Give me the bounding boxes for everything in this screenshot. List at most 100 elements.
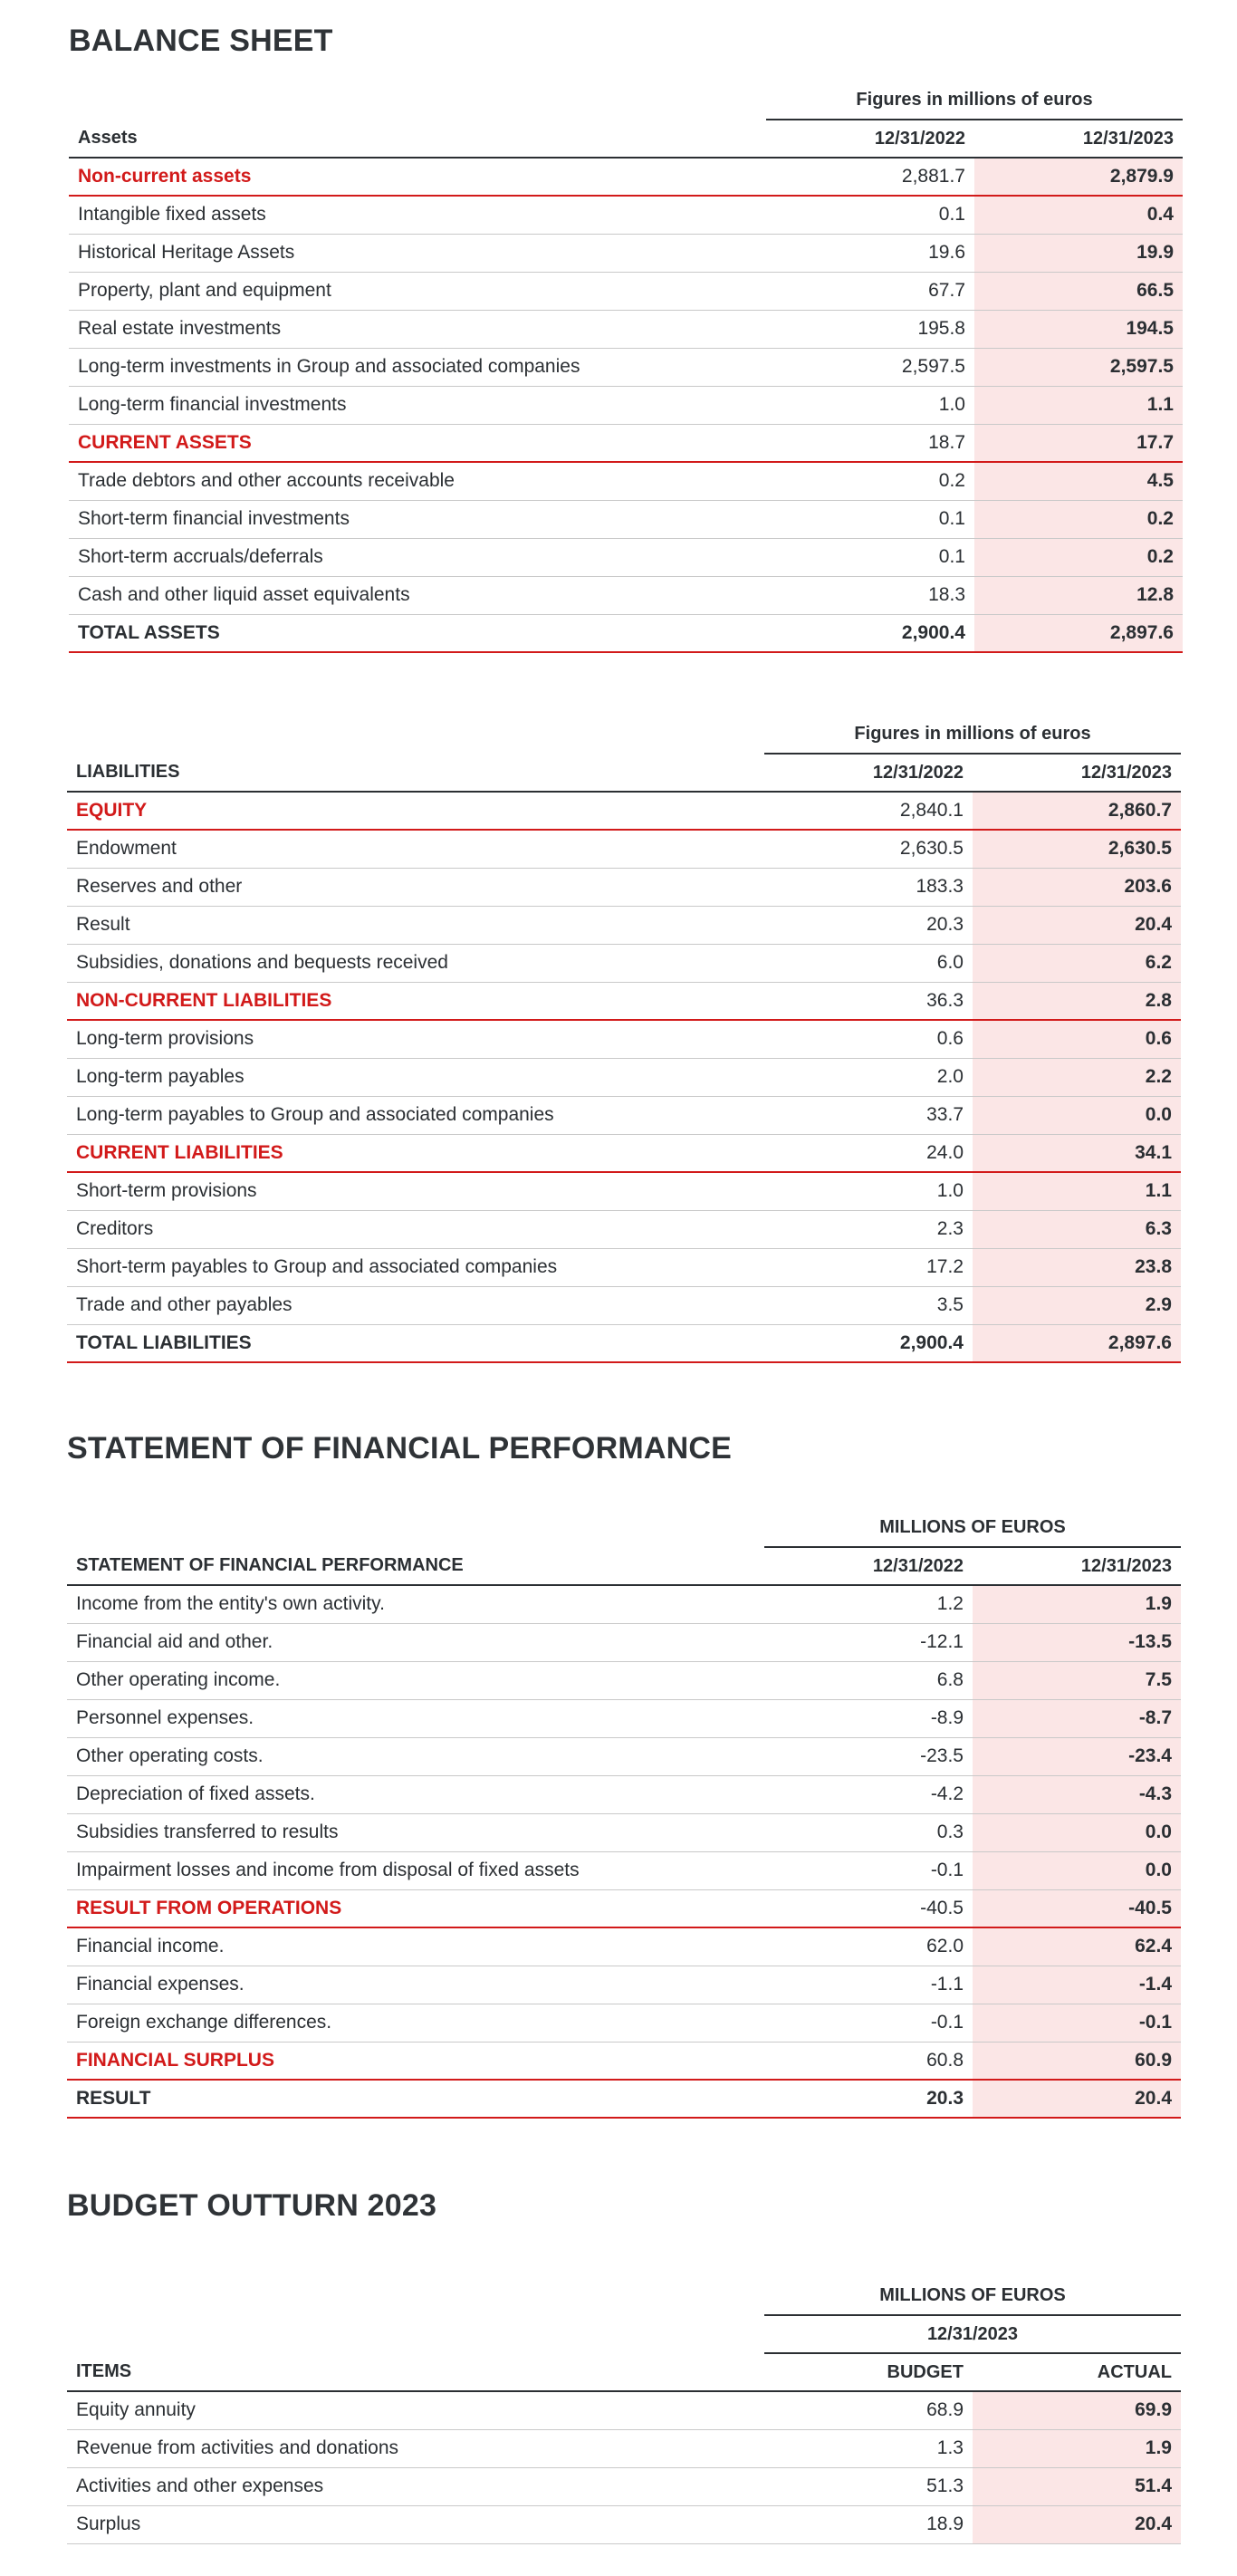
row-label: TOTAL LIABILITIES xyxy=(67,1324,764,1363)
row-label: Personnel expenses. xyxy=(67,1699,764,1738)
row-value-prev: -8.9 xyxy=(764,1699,973,1738)
row-value-curr: -0.1 xyxy=(973,2004,1181,2043)
row-value-curr: 51.4 xyxy=(973,2467,1181,2506)
row-value-curr: 0.0 xyxy=(973,1096,1181,1135)
row-value-prev: 2,900.4 xyxy=(764,1324,973,1363)
row-label: Subsidies transferred to results xyxy=(67,1813,764,1852)
row-value-prev: 6.8 xyxy=(764,1661,973,1700)
liabilities-header-prev: 12/31/2022 xyxy=(764,754,973,793)
liabilities-header-label: LIABILITIES xyxy=(67,754,764,793)
table-row: Cash and other liquid asset equivalents 1… xyxy=(69,576,1183,615)
row-value-curr: -40.5 xyxy=(973,1889,1181,1928)
row-value-prev: 2,630.5 xyxy=(764,830,973,869)
row-label: Creditors xyxy=(67,1210,764,1249)
table-row: Short-term accruals/deferrals 0.1 0.2 xyxy=(69,538,1183,577)
table-row: Revenue from activities and donations 1.3… xyxy=(67,2429,1181,2468)
table-row: Long-term investments in Group and assoc… xyxy=(69,348,1183,387)
table-row: Property, plant and equipment 67.7 66.5 xyxy=(69,272,1183,311)
row-label: Short-term financial investments xyxy=(69,500,766,539)
row-label: Endowment xyxy=(67,830,764,869)
row-value-curr: 1.9 xyxy=(973,2429,1181,2468)
row-value-curr: 0.0 xyxy=(973,1813,1181,1852)
row-value-curr: 2,630.5 xyxy=(973,830,1181,869)
row-label: Reserves and other xyxy=(67,868,764,907)
table-row: Trade and other payables 3.5 2.9 xyxy=(67,1286,1181,1325)
table-row: Short-term payables to Group and associa… xyxy=(67,1248,1181,1287)
row-value-curr: 66.5 xyxy=(974,272,1183,311)
group-row: CURRENT LIABILITIES 24.0 34.1 xyxy=(67,1134,1181,1173)
row-label: Financial income. xyxy=(67,1927,764,1966)
row-label: FINANCIAL SURPLUS xyxy=(67,2042,764,2081)
row-label: Short-term accruals/deferrals xyxy=(69,538,766,577)
row-value-prev: 0.6 xyxy=(764,1020,973,1059)
row-label: TOTAL ASSETS xyxy=(69,614,766,653)
row-label: NON-CURRENT LIABILITIES xyxy=(67,982,764,1021)
table-row: Long-term payables to Group and associat… xyxy=(67,1096,1181,1135)
row-value-prev: -12.1 xyxy=(764,1623,973,1662)
row-value-prev: 6.0 xyxy=(764,944,973,983)
row-value-prev: 183.3 xyxy=(764,868,973,907)
row-value-curr: 60.9 xyxy=(973,2042,1181,2081)
table-row: Personnel expenses. -8.9 -8.7 xyxy=(67,1699,1181,1738)
row-label: Trade debtors and other accounts receiva… xyxy=(69,462,766,501)
row-label: CURRENT ASSETS xyxy=(69,424,766,463)
row-value-curr: 12.8 xyxy=(974,576,1183,615)
performance-title: STATEMENT OF FINANCIAL PERFORMANCE xyxy=(67,1431,732,1466)
row-label: Other operating income. xyxy=(67,1661,764,1700)
table-row: Subsidies, donations and bequests receiv… xyxy=(67,944,1181,983)
group-row: FINANCIAL SURPLUS 60.8 60.9 xyxy=(67,2042,1181,2081)
assets-caption: Figures in millions of euros xyxy=(766,82,1183,120)
row-label: Subsidies, donations and bequests receiv… xyxy=(67,944,764,983)
table-row: Equity annuity 68.9 69.9 xyxy=(67,2391,1181,2430)
row-value-curr: 1.9 xyxy=(973,1585,1181,1624)
group-row: EQUITY 2,840.1 2,860.7 xyxy=(67,792,1181,831)
row-value-prev: 18.7 xyxy=(766,424,974,463)
row-value-curr: 7.5 xyxy=(973,1661,1181,1700)
performance-table: MILLIONS OF EUROS STATEMENT OF FINANCIAL… xyxy=(67,1509,1181,2119)
row-label: Result xyxy=(67,906,764,945)
table-row: Financial expenses. -1.1 -1.4 xyxy=(67,1966,1181,2004)
table-row: Activities and other expenses 51.3 51.4 xyxy=(67,2467,1181,2506)
row-value-curr: 1.1 xyxy=(973,1172,1181,1211)
row-value-curr: 2,597.5 xyxy=(974,348,1183,387)
budget-title: BUDGET OUTTURN 2023 xyxy=(67,2188,437,2223)
table-row: Short-term financial investments 0.1 0.2 xyxy=(69,500,1183,539)
table-row: Income from the entity's own activity. 1.… xyxy=(67,1585,1181,1624)
row-value-prev: -1.1 xyxy=(764,1966,973,2004)
row-value-prev: 51.3 xyxy=(764,2467,973,2506)
liabilities-caption: Figures in millions of euros xyxy=(764,716,1181,755)
row-value-curr: 2.9 xyxy=(973,1286,1181,1325)
row-value-prev: -0.1 xyxy=(764,1851,973,1890)
row-label: Financial expenses. xyxy=(67,1966,764,2004)
row-value-prev: 2,881.7 xyxy=(766,158,974,197)
assets-header-label: Assets xyxy=(69,120,766,159)
row-value-curr: 17.7 xyxy=(974,424,1183,463)
row-value-prev: 0.2 xyxy=(766,462,974,501)
row-value-curr: 0.2 xyxy=(974,500,1183,539)
total-row: TOTAL LIABILITIES 2,900.4 2,897.6 xyxy=(67,1324,1181,1363)
row-value-curr: 2.8 xyxy=(973,982,1181,1021)
table-row: Impairment losses and income from dispos… xyxy=(67,1851,1181,1890)
row-value-curr: 2,897.6 xyxy=(973,1324,1181,1363)
group-row: NON-CURRENT LIABILITIES 36.3 2.8 xyxy=(67,982,1181,1021)
table-row: Result 20.3 20.4 xyxy=(67,906,1181,945)
row-value-curr: 2,860.7 xyxy=(973,792,1181,831)
row-value-curr: -8.7 xyxy=(973,1699,1181,1738)
performance-header-curr: 12/31/2023 xyxy=(973,1547,1181,1586)
row-value-curr: 6.3 xyxy=(973,1210,1181,1249)
row-label: Trade and other payables xyxy=(67,1286,764,1325)
row-label: Historical Heritage Assets xyxy=(69,234,766,273)
row-value-curr: 203.6 xyxy=(973,868,1181,907)
row-value-prev: 19.6 xyxy=(766,234,974,273)
row-label: Long-term provisions xyxy=(67,1020,764,1059)
row-label: Financial aid and other. xyxy=(67,1623,764,1662)
row-value-prev: 60.8 xyxy=(764,2042,973,2081)
table-row: Creditors 2.3 6.3 xyxy=(67,1210,1181,1249)
row-label: EQUITY xyxy=(67,792,764,831)
row-label: Cash and other liquid asset equivalents xyxy=(69,576,766,615)
row-value-curr: 34.1 xyxy=(973,1134,1181,1173)
table-row: Other operating costs. -23.5 -23.4 xyxy=(67,1737,1181,1776)
budget-table: MILLIONS OF EUROS 12/31/2023 ITEMS BUDGE… xyxy=(67,2277,1181,2544)
row-value-prev: 62.0 xyxy=(764,1927,973,1966)
table-row: Real estate investments 195.8 194.5 xyxy=(69,310,1183,349)
